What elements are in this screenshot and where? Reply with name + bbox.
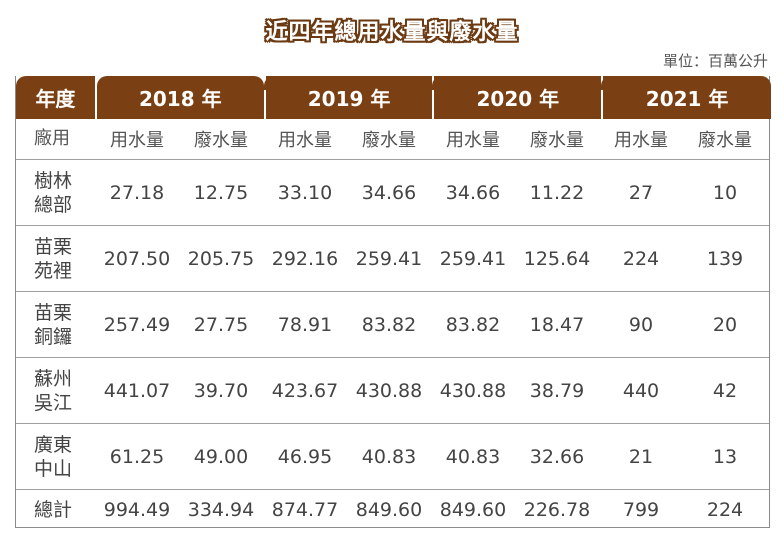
table-cell: 11.22 bbox=[529, 181, 585, 204]
table-cell: 259.41 bbox=[355, 247, 423, 270]
subheader-col: 用水量 bbox=[614, 130, 668, 151]
subheader-col: 廢水量 bbox=[362, 130, 416, 151]
table-cell: 441.07 bbox=[103, 379, 171, 402]
subheader-label: 廠用 bbox=[34, 128, 70, 149]
table-cell: 83.82 bbox=[361, 313, 417, 336]
total-row: 總計 994.49 334.94 874.77 849.60 849.60 22… bbox=[16, 490, 769, 530]
year-header-row: 年度 2018 年 2019 年 2020 年 2021 年 bbox=[16, 76, 772, 119]
table-cell: 257.49 bbox=[103, 313, 171, 336]
table-row: 蘇州 吳江 441.07 39.70 423.67 430.88 430.88 3… bbox=[16, 358, 769, 424]
chart-title: 近四年總用水量與廢水量 bbox=[265, 20, 519, 45]
total-cell: 994.49 bbox=[103, 499, 171, 521]
table-cell: 32.66 bbox=[529, 445, 585, 468]
total-cell: 849.60 bbox=[355, 499, 423, 521]
table-cell: 430.88 bbox=[439, 379, 507, 402]
total-cell: 874.77 bbox=[271, 499, 339, 521]
table-cell: 259.41 bbox=[439, 247, 507, 270]
table-cell: 12.75 bbox=[193, 181, 249, 204]
table-row: 樹林 總部 27.18 12.75 33.10 34.66 34.66 11.22… bbox=[16, 160, 769, 226]
table-cell: 38.79 bbox=[529, 379, 585, 402]
factory-label: 苗栗 銅鑼 bbox=[34, 301, 73, 348]
table-cell: 430.88 bbox=[355, 379, 423, 402]
table-cell: 27.75 bbox=[193, 313, 249, 336]
unit-label: 單位：百萬公升 bbox=[662, 52, 768, 70]
total-label: 總計 bbox=[34, 499, 73, 521]
table-cell: 292.16 bbox=[271, 247, 339, 270]
table-cell: 139 bbox=[706, 247, 744, 270]
subheader-col: 用水量 bbox=[446, 130, 500, 151]
table-cell: 61.25 bbox=[109, 445, 165, 468]
total-cell: 226.78 bbox=[523, 499, 591, 521]
table-cell: 224 bbox=[622, 247, 660, 270]
table-cell: 13 bbox=[712, 445, 738, 468]
table-cell: 34.66 bbox=[361, 181, 417, 204]
table-cell: 90 bbox=[628, 313, 654, 336]
table-cell: 33.10 bbox=[277, 181, 333, 204]
factory-label: 樹林 總部 bbox=[34, 169, 73, 216]
table-cell: 34.66 bbox=[445, 181, 501, 204]
year-header-2018: 2018 年 bbox=[96, 76, 264, 119]
factory-label: 蘇州 吳江 bbox=[34, 367, 73, 414]
table-cell: 423.67 bbox=[271, 379, 339, 402]
table-cell: 49.00 bbox=[193, 445, 249, 468]
table-cell: 207.50 bbox=[103, 247, 171, 270]
subheader-col: 廢水量 bbox=[530, 130, 584, 151]
table-row: 苗栗 銅鑼 257.49 27.75 78.91 83.82 83.82 18.4… bbox=[16, 292, 769, 358]
factory-label: 廣東 中山 bbox=[34, 433, 73, 480]
table-cell: 27 bbox=[628, 181, 654, 204]
table-row: 廣東 中山 61.25 49.00 46.95 40.83 40.83 32.66… bbox=[16, 424, 769, 490]
total-cell: 849.60 bbox=[439, 499, 507, 521]
table-cell: 205.75 bbox=[187, 247, 255, 270]
table-cell: 440 bbox=[622, 379, 660, 402]
subheader-row: 廠用 用水量 廢水量 用水量 廢水量 用水量 廢水量 用水量 廢水量 bbox=[16, 119, 769, 160]
subheader-col: 用水量 bbox=[278, 130, 332, 151]
total-cell: 334.94 bbox=[187, 499, 255, 521]
table-cell: 21 bbox=[628, 445, 654, 468]
year-header-2020: 2020 年 bbox=[432, 76, 602, 119]
year-header-2019: 2019 年 bbox=[263, 76, 433, 119]
table-cell: 39.70 bbox=[193, 379, 249, 402]
table-row: 苗栗 苑裡 207.50 205.75 292.16 259.41 259.41 … bbox=[16, 226, 769, 292]
table-cell: 40.83 bbox=[445, 445, 501, 468]
table-body: 廠用 用水量 廢水量 用水量 廢水量 用水量 廢水量 用水量 廢水量 樹林 總部 … bbox=[16, 119, 769, 530]
table-cell: 125.64 bbox=[523, 247, 591, 270]
table-cell: 18.47 bbox=[529, 313, 585, 336]
table-cell: 40.83 bbox=[361, 445, 417, 468]
subheader-col: 廢水量 bbox=[194, 130, 248, 151]
factory-label: 苗栗 苑裡 bbox=[34, 235, 73, 282]
water-usage-table: 年度 2018 年 2019 年 2020 年 2021 年 廠用 用水量 廢水… bbox=[15, 76, 772, 530]
year-header-label: 年度 bbox=[16, 76, 95, 119]
total-cell: 799 bbox=[622, 499, 660, 521]
table-cell: 42 bbox=[712, 379, 738, 402]
table-cell: 20 bbox=[712, 313, 738, 336]
table-cell: 27.18 bbox=[109, 181, 165, 204]
total-cell: 224 bbox=[706, 499, 744, 521]
year-header-2021: 2021 年 bbox=[601, 76, 772, 119]
table-cell: 78.91 bbox=[277, 313, 333, 336]
subheader-col: 廢水量 bbox=[698, 130, 752, 151]
subheader-col: 用水量 bbox=[110, 130, 164, 151]
table-cell: 83.82 bbox=[445, 313, 501, 336]
table-cell: 10 bbox=[712, 181, 738, 204]
table-cell: 46.95 bbox=[277, 445, 333, 468]
